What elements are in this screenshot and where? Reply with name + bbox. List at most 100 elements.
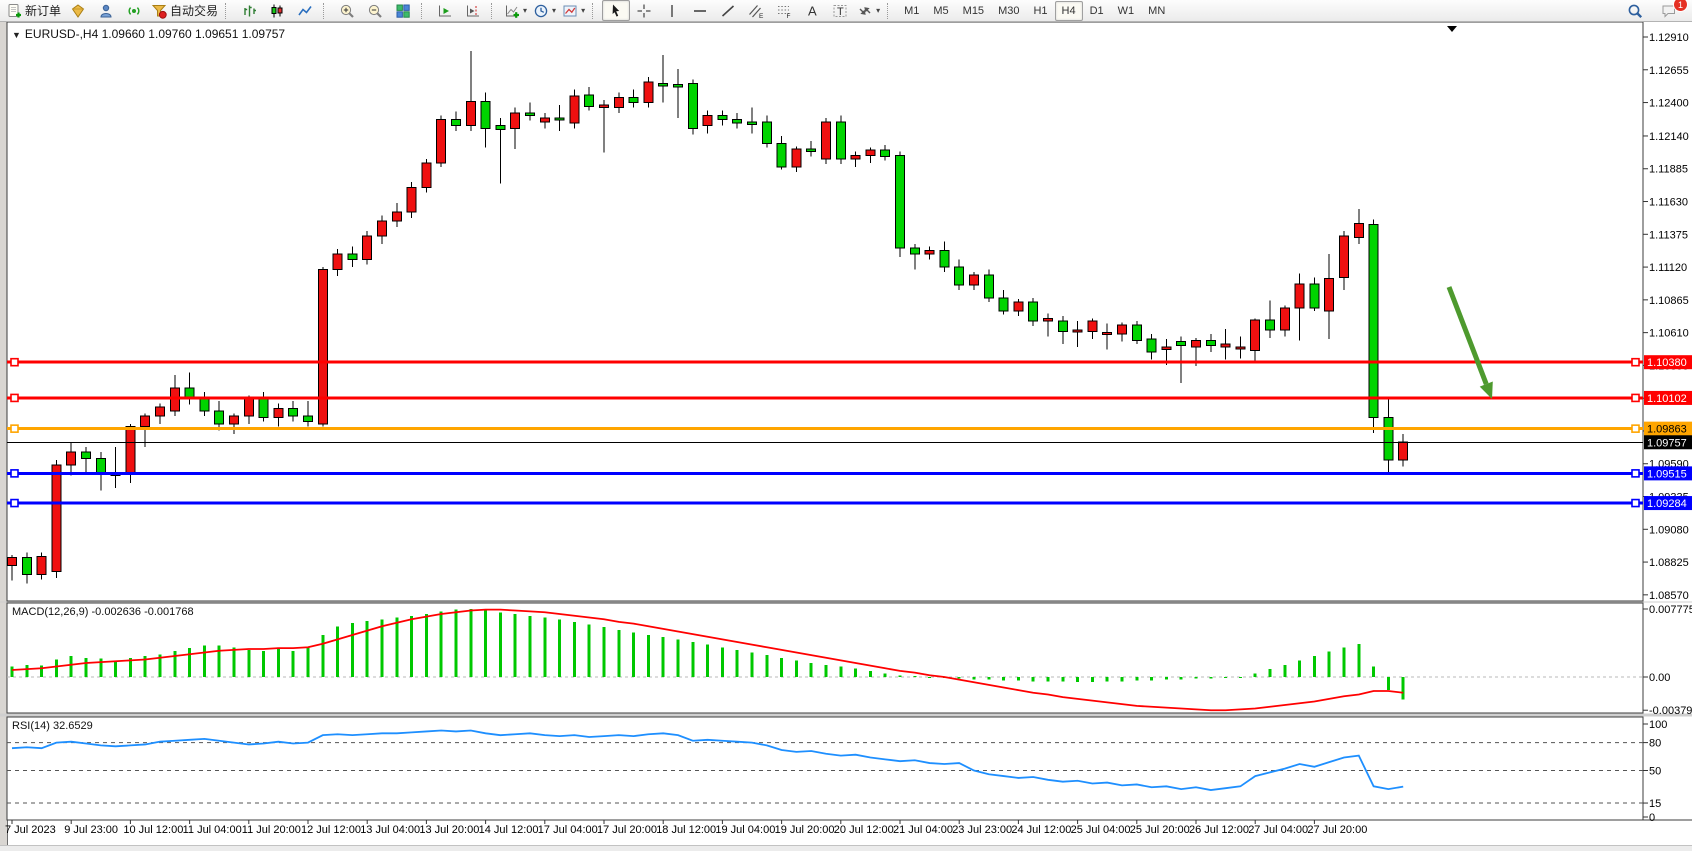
candlestick-chart-button[interactable] — [263, 0, 291, 21]
bar-chart-button[interactable] — [235, 0, 263, 21]
chat-button[interactable]: 1 — [1655, 0, 1688, 21]
candle-body — [495, 125, 506, 131]
channel-button[interactable]: E — [742, 0, 770, 21]
macd-histogram-bar — [69, 656, 73, 677]
hline-anchor[interactable] — [10, 393, 19, 403]
timeframe-H4[interactable]: H4 — [1054, 0, 1083, 21]
macd-histogram-bar — [202, 645, 206, 677]
line-chart-button[interactable] — [291, 0, 319, 21]
candle-body — [599, 104, 609, 109]
candle-body — [1339, 235, 1349, 278]
profiles-button[interactable] — [92, 0, 120, 21]
candle-body — [1398, 441, 1409, 461]
zoom-in-button[interactable] — [333, 0, 361, 21]
macd-histogram-bar — [1268, 669, 1272, 677]
timeframe-W1[interactable]: W1 — [1117, 4, 1135, 17]
candle-body — [776, 143, 787, 168]
timeframe-M15[interactable]: M15 — [962, 4, 985, 17]
candle-body — [584, 94, 595, 107]
hline-anchor[interactable] — [10, 469, 19, 478]
candle-body — [362, 235, 373, 260]
svg-text:F: F — [787, 13, 791, 19]
candle-body — [983, 274, 994, 299]
trend-arrow-head[interactable] — [1479, 381, 1493, 399]
hline-anchor[interactable] — [1631, 393, 1640, 403]
zoom-out-button[interactable] — [361, 0, 389, 21]
gold-icon — [71, 3, 85, 18]
new-order-button[interactable]: 新订单 — [3, 0, 64, 21]
timeframe-H1[interactable]: H1 — [1033, 4, 1048, 17]
hline-anchor[interactable] — [10, 424, 19, 433]
panel-splitter[interactable] — [0, 601, 1692, 603]
tile-windows-button[interactable] — [389, 0, 417, 21]
period-dropdown[interactable]: ▾ — [530, 0, 559, 21]
rsi-axis-label: 0 — [1649, 812, 1655, 824]
text-button[interactable]: A — [798, 0, 826, 21]
template-dropdown[interactable]: ▾ — [559, 0, 588, 21]
timeframe-MN[interactable]: MN — [1148, 4, 1166, 17]
time-tick-label: 27 Jul 04:00 — [1248, 824, 1308, 836]
timeframe-M1[interactable]: M1 — [904, 4, 920, 17]
time-tick-label: 12 Jul 12:00 — [301, 824, 361, 836]
candle-body — [806, 148, 817, 152]
funnel-icon — [151, 4, 167, 19]
toolbar-group-scroll — [431, 0, 487, 21]
panel-splitter[interactable] — [0, 713, 1692, 717]
macd-histogram-bar — [262, 650, 266, 677]
zoom-in-icon — [340, 4, 354, 18]
candle-body — [865, 149, 876, 156]
hline-anchor[interactable] — [1631, 469, 1640, 478]
candle-body — [1013, 301, 1024, 312]
macd-histogram-bar — [794, 660, 798, 677]
macd-histogram-bar — [1298, 660, 1302, 677]
horizontal-line-button[interactable] — [686, 0, 714, 21]
candle-body — [1353, 222, 1364, 239]
crosshair-button[interactable] — [630, 0, 658, 21]
chart-shift-button[interactable] — [459, 0, 487, 21]
hline-anchor[interactable] — [10, 357, 19, 367]
timeframe-M5[interactable]: M5 — [933, 4, 949, 17]
candle-body — [628, 96, 639, 104]
candle-body — [821, 121, 831, 160]
macd-histogram-bar — [1312, 656, 1316, 677]
arrows-dropdown[interactable]: ▾ — [854, 0, 883, 21]
toolbar-group-trade: 新订单 自动交易 — [3, 0, 221, 21]
hline-anchor[interactable] — [10, 498, 19, 508]
candle-body — [1087, 320, 1098, 332]
candle-body — [998, 297, 1009, 312]
candle-body — [1176, 341, 1187, 346]
candle-body — [525, 112, 535, 116]
timeframe-D1[interactable]: D1 — [1089, 4, 1104, 17]
macd-histogram-bar — [410, 615, 414, 677]
alerts-button[interactable] — [120, 0, 148, 21]
chevron-down-icon: ▾ — [523, 5, 528, 15]
hline-anchor[interactable] — [1631, 424, 1640, 433]
label-button[interactable]: T — [826, 0, 854, 21]
hline-anchor[interactable] — [1631, 357, 1640, 367]
candle-body — [1250, 319, 1261, 352]
time-tick-label: 20 Jul 12:00 — [834, 824, 894, 836]
candle-body — [613, 96, 624, 109]
autotrading-button[interactable]: 自动交易 — [148, 0, 221, 21]
new-chart-dropdown[interactable]: ▾ — [501, 0, 530, 21]
fibonacci-button[interactable]: F — [770, 0, 798, 21]
auto-scroll-button[interactable] — [431, 0, 459, 21]
search-button[interactable] — [1621, 0, 1649, 21]
macd-histogram-bar — [188, 648, 192, 677]
candle-body — [1368, 224, 1379, 418]
candle-body — [939, 249, 950, 268]
timeframe-M30[interactable]: M30 — [998, 4, 1020, 17]
hline-anchor[interactable] — [1631, 498, 1640, 508]
cursor-button[interactable] — [602, 0, 631, 21]
macd-histogram-bar — [173, 650, 177, 677]
trendline-button[interactable] — [714, 0, 742, 21]
macd-indicator: 0.007775 0.00 -0.003797 — [7, 604, 1692, 717]
chart-collapse-icon[interactable]: ▼ — [12, 30, 21, 40]
market-button[interactable] — [64, 0, 92, 21]
candle-body — [480, 100, 491, 129]
svg-text:E: E — [759, 13, 764, 19]
candlestick-series — [7, 51, 1409, 584]
trend-arrow[interactable] — [1446, 286, 1489, 385]
vertical-line-button[interactable] — [658, 0, 686, 21]
candle-body — [1102, 332, 1113, 336]
